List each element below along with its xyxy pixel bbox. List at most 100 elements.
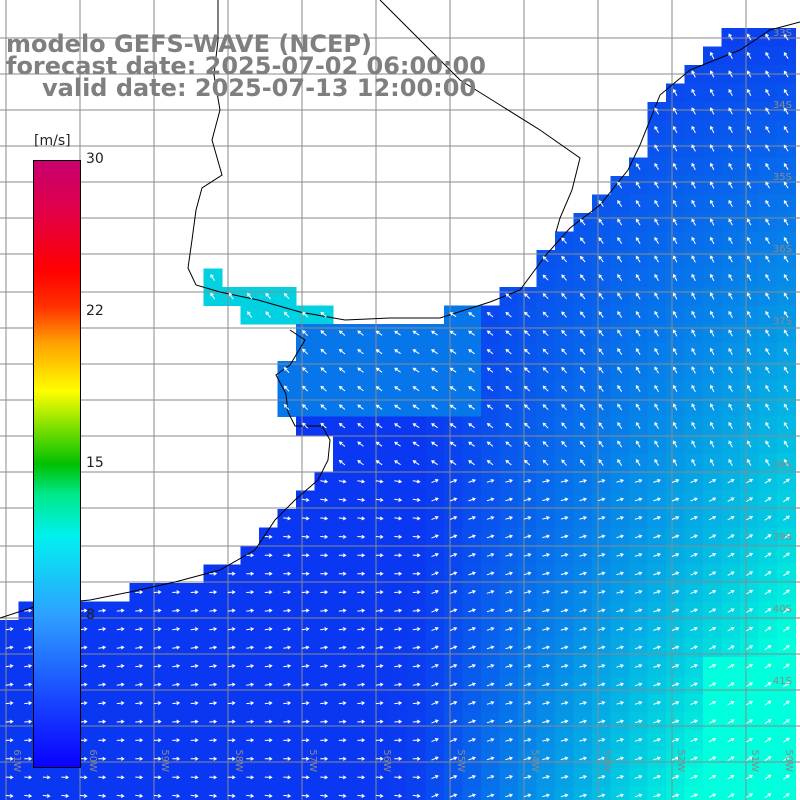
- wind-arrow: [320, 479, 329, 484]
- wind-arrow: [98, 701, 107, 706]
- wind-arrow: [561, 255, 567, 263]
- wind-arrow: [616, 534, 625, 539]
- wind-arrow: [135, 590, 144, 595]
- wind-arrow: [264, 590, 273, 595]
- wind-arrow: [357, 682, 366, 687]
- wind-arrow: [320, 422, 327, 429]
- wind-arrow: [431, 664, 439, 669]
- wind-arrow: [691, 273, 696, 282]
- wind-arrow: [728, 88, 733, 97]
- wind-arrow: [246, 553, 255, 558]
- wind-arrow: [579, 459, 586, 466]
- wind-arrow: [765, 384, 770, 393]
- wind-arrow: [634, 664, 643, 668]
- wind-arrow: [190, 627, 199, 632]
- wind-arrow: [560, 553, 569, 557]
- wind-arrow: [153, 645, 162, 650]
- wind-arrow: [634, 627, 643, 631]
- wind-arrow: [431, 756, 439, 761]
- wind-arrow: [783, 292, 789, 300]
- wind-arrow: [283, 645, 292, 650]
- wind-arrow: [691, 70, 696, 78]
- wind-arrow: [116, 719, 125, 724]
- wind-arrow: [320, 627, 329, 632]
- wind-arrow: [634, 645, 643, 650]
- wind-arrow: [634, 516, 643, 520]
- wind-arrow: [301, 701, 310, 706]
- wind-arrow: [728, 70, 733, 78]
- wind-arrow: [246, 701, 255, 706]
- wind-arrow: [449, 627, 458, 631]
- wind-arrow: [709, 88, 715, 97]
- wind-arrow: [579, 664, 588, 668]
- wind-arrow: [24, 775, 33, 780]
- wind-arrow: [320, 404, 327, 410]
- wind-arrow: [765, 70, 770, 78]
- wind-cell: [499, 786, 519, 800]
- wind-arrow: [727, 663, 735, 669]
- wind-arrow: [765, 329, 770, 337]
- wind-arrow: [691, 403, 696, 411]
- wind-arrow: [745, 700, 754, 706]
- wind-arrow: [505, 590, 514, 594]
- wind-arrow: [616, 497, 625, 502]
- wind-arrow: [709, 403, 715, 411]
- wind-cell: [0, 786, 19, 800]
- wind-arrow: [116, 756, 125, 761]
- wind-arrow: [505, 385, 512, 392]
- wind-arrow: [264, 738, 273, 743]
- wind-arrow: [634, 590, 643, 594]
- wind-arrow: [505, 775, 514, 779]
- wind-arrow: [746, 329, 752, 337]
- wind-arrow: [634, 775, 643, 779]
- wind-arrow: [709, 273, 715, 282]
- wind-arrow: [449, 497, 458, 502]
- wind-arrow: [579, 608, 588, 613]
- lat-label: 37S: [773, 316, 792, 327]
- wind-arrow: [412, 682, 421, 687]
- wind-arrow: [116, 682, 125, 687]
- wind-arrow: [560, 701, 569, 705]
- wind-arrow: [338, 404, 346, 410]
- wind-arrow: [598, 237, 604, 244]
- wind-arrow: [357, 553, 366, 558]
- wind-arrow: [617, 255, 623, 263]
- wind-arrow: [227, 793, 236, 798]
- wind-arrow: [728, 440, 733, 448]
- wind-arrow: [190, 793, 199, 798]
- wind-arrow: [24, 608, 33, 613]
- wind-arrow: [727, 700, 735, 706]
- wind-arrow: [671, 497, 680, 502]
- wind-arrow: [765, 236, 770, 245]
- wind-arrow: [227, 756, 236, 761]
- wind-arrow: [708, 775, 717, 780]
- wind-arrow: [671, 664, 680, 668]
- wind-arrow: [375, 756, 384, 761]
- wind-arrow: [708, 608, 717, 613]
- wind-arrow: [727, 552, 735, 558]
- wind-arrow: [709, 218, 715, 226]
- wind-arrow: [597, 571, 606, 576]
- wind-arrow: [635, 310, 641, 318]
- wind-arrow: [394, 590, 403, 595]
- wind-arrow: [449, 701, 458, 705]
- wind-arrow: [745, 515, 754, 521]
- wind-arrow: [672, 292, 678, 300]
- wind-arrow: [449, 719, 458, 724]
- wind-arrow: [524, 422, 531, 429]
- wind-arrow: [523, 553, 532, 557]
- wind-arrow: [394, 608, 403, 613]
- wind-arrow: [227, 701, 236, 706]
- wind-arrow: [542, 497, 551, 502]
- wind-arrow: [209, 775, 218, 780]
- wind-arrow: [709, 70, 715, 78]
- wind-arrow: [449, 349, 457, 355]
- wind-arrow: [728, 236, 733, 245]
- wind-arrow: [524, 367, 531, 373]
- wind-arrow: [42, 775, 51, 780]
- wind-arrow: [654, 162, 659, 171]
- wind-arrow: [412, 516, 421, 521]
- wind-arrow: [672, 421, 678, 430]
- wind-arrow: [412, 571, 421, 576]
- wind-arrow: [783, 403, 789, 411]
